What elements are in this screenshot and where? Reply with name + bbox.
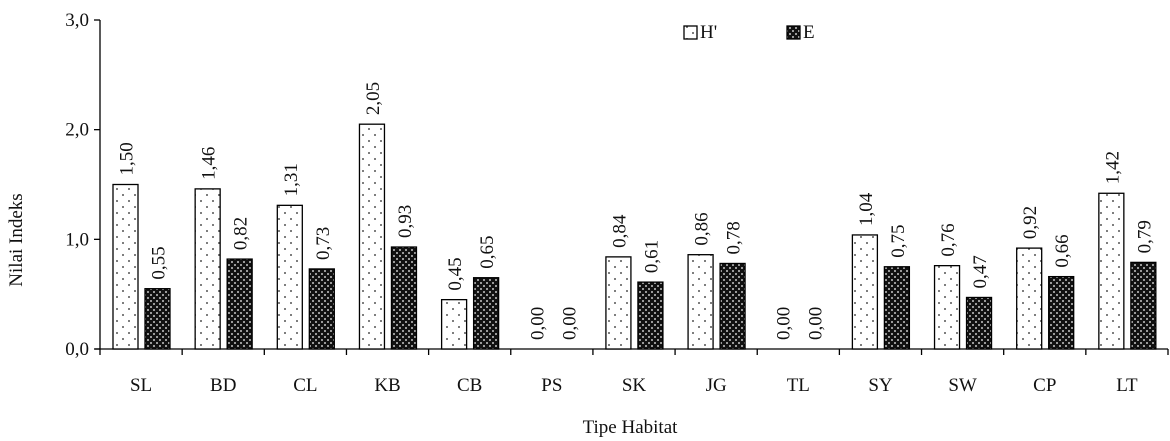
category-label: SY (868, 375, 893, 396)
bar-e (965, 296, 993, 350)
bar-e (472, 277, 500, 350)
category-label: PS (541, 375, 562, 396)
legend: H' E (683, 22, 815, 43)
data-label-e: 0,00 (806, 307, 827, 340)
data-label-e: 0,78 (724, 221, 745, 254)
y-tick-label: 1,0 (65, 229, 89, 250)
bar-h (276, 204, 303, 350)
bar-h (933, 265, 961, 350)
category-label: SW (948, 375, 977, 396)
bar-e (1130, 261, 1157, 350)
bar-h (112, 183, 139, 350)
data-label-h: 0,76 (938, 223, 959, 256)
bar-h (440, 298, 468, 350)
data-label-h: 2,05 (363, 82, 384, 115)
legend-label-e: E (803, 22, 815, 43)
bar-e (637, 281, 664, 350)
y-tick-label: 0,0 (65, 339, 89, 360)
category-label: TL (787, 375, 810, 396)
data-label-h: 0,00 (527, 307, 548, 340)
data-label-h: 0,00 (774, 307, 795, 340)
bar-h (358, 123, 386, 350)
data-label-h: 0,84 (609, 214, 630, 248)
data-label-h: 0,45 (445, 257, 466, 290)
y-tick-label: 3,0 (65, 10, 89, 31)
data-label-h: 0,86 (692, 212, 713, 245)
category-label: JG (706, 375, 727, 396)
data-label-e: 0,73 (313, 227, 334, 260)
category-label: KB (374, 375, 400, 396)
x-axis-title: Tipe Habitat (583, 417, 679, 438)
category-label: CP (1033, 375, 1056, 396)
data-label-h: 1,50 (117, 142, 138, 175)
data-label-h: 0,92 (1020, 206, 1041, 239)
bar-e (390, 246, 418, 350)
labels: SL BD CL KB CB PS SK JG TL SY SW CP LT 1,50 1,46 1,31 2,… (117, 82, 1156, 396)
category-label: SK (622, 375, 647, 396)
category-label: CB (457, 375, 482, 396)
bar-e (1048, 275, 1075, 350)
data-label-e: 0,82 (231, 217, 252, 250)
y-axis-title: Nilai Indeks (6, 193, 27, 286)
data-label-e: 0,75 (888, 225, 909, 258)
bar-e (144, 288, 171, 350)
bar-h (1098, 192, 1125, 350)
data-label-h: 1,31 (281, 163, 302, 196)
data-label-h: 1,04 (856, 192, 877, 226)
data-label-e: 0,61 (641, 240, 662, 273)
data-label-e: 0,65 (477, 235, 498, 268)
data-label-e: 0,47 (970, 255, 991, 288)
bar-e (226, 258, 253, 350)
legend-swatch-e (786, 25, 801, 40)
data-label-h: 1,42 (1102, 151, 1123, 184)
bars (112, 123, 1157, 350)
legend-swatch-h (683, 25, 698, 40)
bar-e (308, 268, 335, 350)
data-label-e: 0,93 (395, 205, 416, 238)
bar-h (851, 234, 879, 350)
category-label: SL (130, 375, 152, 396)
data-label-e: 0,00 (559, 307, 580, 340)
category-label: LT (1116, 375, 1138, 396)
category-label: CL (293, 375, 317, 396)
legend-label-h: H' (700, 22, 717, 43)
bar-h (1016, 247, 1043, 350)
data-label-e: 0,66 (1052, 234, 1073, 267)
y-tick-label: 2,0 (65, 120, 89, 141)
data-label-e: 0,79 (1134, 220, 1155, 253)
bar-e (719, 262, 746, 350)
bar-h (605, 256, 632, 350)
bar-h (194, 188, 221, 350)
data-label-h: 1,46 (199, 147, 220, 180)
bar-e (883, 266, 911, 350)
data-label-e: 0,55 (149, 246, 170, 279)
bar-h (687, 254, 714, 350)
category-label: BD (210, 375, 236, 396)
